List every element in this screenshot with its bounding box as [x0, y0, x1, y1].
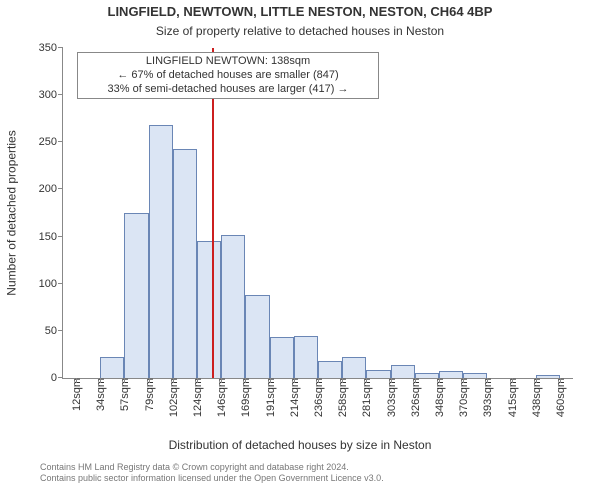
footer-line2: Contains public sector information licen… — [40, 473, 600, 484]
x-tick-mark — [76, 378, 77, 383]
y-tick-label: 200 — [39, 183, 63, 195]
x-tick-mark — [463, 378, 464, 383]
histogram-bar — [536, 375, 560, 378]
x-tick-mark — [366, 378, 367, 383]
chart-title-line1: LINGFIELD, NEWTOWN, LITTLE NESTON, NESTO… — [0, 4, 600, 19]
x-tick-label: 393sqm — [480, 378, 494, 417]
x-tick-mark — [560, 378, 561, 383]
x-tick-mark — [124, 378, 125, 383]
x-tick-label: 146sqm — [214, 378, 228, 417]
x-tick-label: 214sqm — [287, 378, 301, 417]
chart-title-line2: Size of property relative to detached ho… — [0, 24, 600, 38]
histogram-bar — [245, 295, 269, 378]
histogram-bar — [366, 370, 390, 378]
y-tick-label: 0 — [51, 372, 63, 384]
x-axis-label: Distribution of detached houses by size … — [0, 438, 600, 452]
x-tick-label: 281sqm — [359, 378, 373, 417]
x-tick-label: 438sqm — [529, 378, 543, 417]
y-tick-mark — [58, 188, 63, 189]
y-axis-label: Number of detached properties — [4, 48, 18, 378]
x-tick-mark — [221, 378, 222, 383]
histogram-bar — [294, 336, 318, 378]
x-tick-mark — [536, 378, 537, 383]
x-tick-label: 460sqm — [553, 378, 567, 417]
x-tick-mark — [318, 378, 319, 383]
histogram-bar — [318, 361, 342, 378]
annotation-line1: LINGFIELD NEWTOWN: 138sqm — [78, 55, 378, 69]
y-tick-label: 350 — [39, 42, 63, 54]
x-tick-mark — [439, 378, 440, 383]
y-tick-label: 150 — [39, 231, 63, 243]
x-tick-mark — [197, 378, 198, 383]
histogram-bar — [342, 357, 366, 378]
histogram-bar — [415, 373, 439, 378]
x-tick-label: 258sqm — [335, 378, 349, 417]
y-tick-mark — [58, 377, 63, 378]
x-tick-mark — [245, 378, 246, 383]
y-tick-mark — [58, 283, 63, 284]
annotation-line3: 33% of semi-detached houses are larger (… — [78, 83, 378, 97]
y-tick-mark — [58, 47, 63, 48]
x-tick-mark — [342, 378, 343, 383]
x-tick-label: 191sqm — [263, 378, 277, 417]
histogram-bar — [439, 371, 463, 378]
x-tick-label: 415sqm — [505, 378, 519, 417]
annotation-box: LINGFIELD NEWTOWN: 138sqm ← 67% of detac… — [77, 52, 379, 99]
chart-footer: Contains HM Land Registry data © Crown c… — [0, 462, 600, 484]
x-tick-label: 326sqm — [408, 378, 422, 417]
chart-container: LINGFIELD, NEWTOWN, LITTLE NESTON, NESTO… — [0, 0, 600, 500]
x-tick-label: 124sqm — [190, 378, 204, 417]
histogram-bar — [221, 235, 245, 378]
x-tick-mark — [270, 378, 271, 383]
histogram-bar — [149, 125, 173, 378]
x-tick-mark — [487, 378, 488, 383]
x-tick-mark — [294, 378, 295, 383]
y-tick-label: 250 — [39, 136, 63, 148]
x-tick-mark — [149, 378, 150, 383]
histogram-bar — [463, 373, 487, 378]
x-tick-label: 370sqm — [456, 378, 470, 417]
histogram-bar — [100, 357, 124, 378]
y-tick-label: 100 — [39, 278, 63, 290]
y-tick-mark — [58, 236, 63, 237]
y-tick-mark — [58, 94, 63, 95]
x-tick-label: 102sqm — [166, 378, 180, 417]
y-tick-label: 300 — [39, 89, 63, 101]
x-tick-mark — [512, 378, 513, 383]
y-tick-mark — [58, 330, 63, 331]
footer-line1: Contains HM Land Registry data © Crown c… — [40, 462, 600, 473]
x-tick-label: 303sqm — [384, 378, 398, 417]
annotation-line2: ← 67% of detached houses are smaller (84… — [78, 69, 378, 83]
y-tick-label: 50 — [45, 325, 63, 337]
x-tick-label: 169sqm — [238, 378, 252, 417]
x-tick-mark — [415, 378, 416, 383]
x-tick-mark — [173, 378, 174, 383]
histogram-bar — [391, 365, 415, 378]
histogram-bar — [173, 149, 197, 378]
histogram-bar — [270, 337, 294, 378]
x-tick-label: 348sqm — [432, 378, 446, 417]
y-tick-mark — [58, 141, 63, 142]
histogram-bar — [197, 241, 221, 378]
x-tick-mark — [391, 378, 392, 383]
x-tick-mark — [100, 378, 101, 383]
plot-area: 05010015020025030035012sqm34sqm57sqm79sq… — [62, 48, 573, 379]
histogram-bar — [124, 213, 148, 378]
x-tick-label: 236sqm — [311, 378, 325, 417]
